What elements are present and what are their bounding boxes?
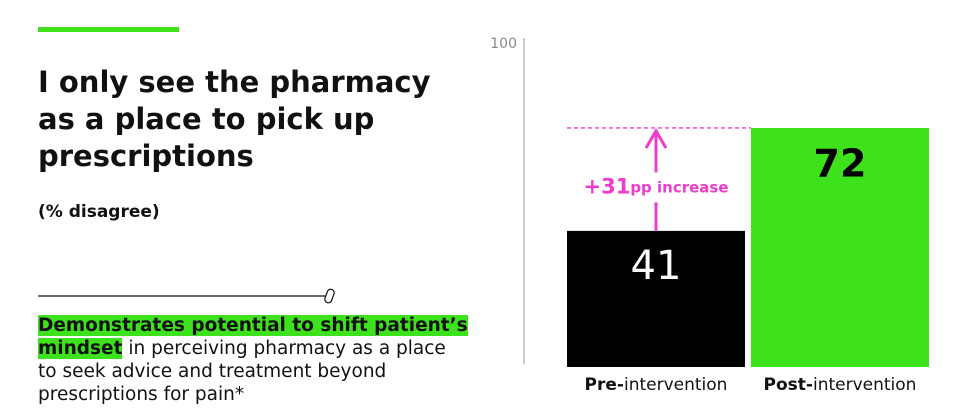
bar	[751, 127, 929, 368]
value-label: 72	[814, 141, 867, 185]
x-tick-label: Post-intervention	[764, 375, 917, 395]
value-label: 41	[631, 243, 682, 289]
y-tick-label: 100	[490, 36, 517, 52]
accent-rule	[38, 27, 179, 32]
takeaway-text: in perceiving pharmacy as a place to see…	[38, 338, 446, 405]
x-tick-label: Pre-intervention	[585, 375, 728, 395]
pill-icon	[324, 288, 335, 304]
chart-title: I only see the pharmacy as a place to pi…	[38, 65, 431, 173]
annotation-bg	[574, 172, 738, 203]
arrow-head	[644, 128, 668, 149]
chart-subtitle: (% disagree)	[38, 202, 160, 222]
bar	[567, 230, 745, 367]
annotation: +31pp increase	[583, 174, 728, 198]
takeaway: Demonstrates potential to shift patient’…	[38, 314, 468, 406]
